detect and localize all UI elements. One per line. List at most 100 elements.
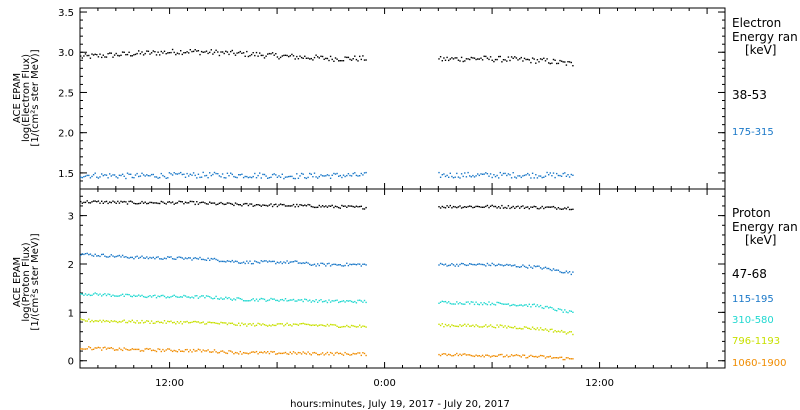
data-point [570, 208, 572, 211]
data-point [452, 264, 455, 266]
data-point [154, 322, 156, 324]
data-point [481, 173, 484, 175]
data-point [134, 174, 137, 176]
data-point [125, 321, 127, 324]
data-point [328, 299, 330, 301]
data-point [94, 292, 96, 294]
data-point [112, 56, 114, 58]
data-point [99, 202, 101, 204]
data-point [465, 301, 468, 303]
data-point [83, 55, 85, 57]
data-point [236, 52, 238, 54]
data-point [284, 205, 287, 207]
data-point [209, 201, 211, 203]
data-point [486, 303, 489, 306]
data-point [117, 54, 119, 57]
data-point [246, 352, 248, 354]
data-point [270, 350, 272, 353]
data-point [478, 303, 480, 306]
data-point [317, 301, 319, 303]
data-point [509, 355, 511, 358]
data-point [460, 173, 463, 175]
data-point [354, 300, 356, 303]
data-point [449, 325, 451, 328]
data-point [244, 352, 246, 354]
data-point [496, 355, 498, 357]
data-point [183, 321, 185, 323]
data-point [565, 311, 568, 313]
data-point [259, 323, 261, 325]
data-point [552, 308, 555, 310]
data-point [146, 174, 148, 176]
data-point [530, 61, 532, 64]
data-point [342, 174, 345, 176]
data-point [475, 354, 477, 356]
data-point [339, 207, 341, 209]
data-point [502, 303, 505, 305]
data-point [499, 264, 501, 266]
data-point [133, 321, 135, 323]
data-point [104, 201, 106, 203]
data-point [154, 51, 156, 53]
data-point [297, 351, 300, 354]
data-point [200, 258, 203, 261]
data-point [154, 258, 156, 260]
data-point [259, 204, 261, 206]
data-point [155, 297, 158, 299]
data-point [91, 175, 93, 178]
data-point [138, 322, 140, 324]
data-point [171, 322, 174, 324]
data-point [349, 263, 351, 265]
data-point [300, 262, 303, 265]
data-point [470, 325, 472, 327]
x-tick-label: 12:00 [585, 378, 614, 389]
data-point [469, 58, 471, 61]
data-point [344, 264, 346, 267]
data-point [184, 295, 187, 297]
data-point [170, 51, 172, 54]
data-point [509, 59, 511, 62]
data-point [200, 322, 203, 324]
data-point [535, 305, 537, 308]
data-point [460, 303, 463, 305]
data-point [262, 260, 264, 263]
data-point [454, 265, 456, 267]
data-point [89, 177, 92, 179]
data-point [236, 260, 238, 263]
y-tick-label: 1 [68, 308, 74, 319]
data-point [350, 263, 353, 266]
data-point [142, 202, 145, 204]
data-point [499, 207, 501, 209]
data-point [120, 256, 122, 258]
data-point [97, 177, 100, 179]
data-point [244, 262, 246, 265]
data-point [231, 351, 233, 353]
data-point [527, 172, 529, 175]
data-point [123, 256, 125, 258]
data-point [347, 56, 350, 59]
data-point [439, 354, 442, 357]
data-point [236, 203, 238, 205]
data-point [86, 294, 88, 296]
data-point [275, 174, 277, 176]
data-point [188, 52, 190, 54]
data-point [325, 353, 327, 355]
data-point [265, 352, 267, 354]
data-point [352, 58, 354, 60]
data-point [446, 265, 448, 267]
data-point [102, 54, 104, 56]
data-point [257, 55, 259, 57]
data-point [279, 299, 282, 301]
data-point [125, 256, 127, 258]
data-point [288, 353, 290, 355]
data-point [159, 54, 161, 56]
data-point [259, 52, 261, 54]
data-point [281, 298, 283, 301]
data-point [149, 201, 151, 204]
data-point [294, 323, 296, 325]
data-point [331, 300, 333, 302]
data-point [523, 207, 526, 209]
data-point [194, 257, 196, 259]
data-point [289, 175, 291, 178]
data-point [84, 53, 87, 55]
